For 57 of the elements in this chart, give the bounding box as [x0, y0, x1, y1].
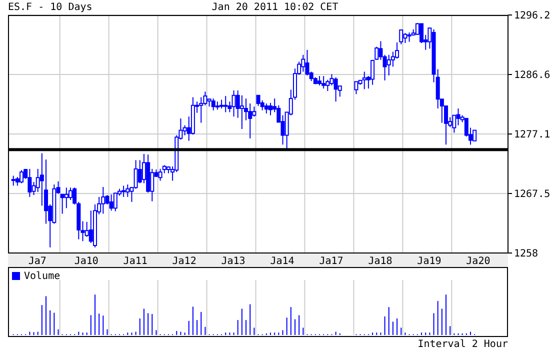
candlestick — [248, 102, 252, 139]
candlestick — [456, 108, 460, 126]
x-tick-label: Ja19 — [417, 256, 442, 268]
candlestick — [305, 49, 310, 76]
x-tick-label: Ja18 — [368, 256, 392, 268]
candlestick — [20, 170, 24, 184]
candlestick — [109, 194, 114, 212]
candlestick — [240, 94, 244, 130]
candlestick — [101, 186, 106, 214]
candlestick — [64, 187, 68, 209]
candlestick — [301, 54, 306, 72]
candlestick — [11, 175, 16, 186]
chart-title: ES.F - 10 Days — [8, 1, 92, 14]
candlestick — [252, 106, 256, 118]
candlestick — [134, 160, 138, 190]
candlestick — [113, 192, 118, 212]
candlestick — [28, 168, 32, 198]
x-tick-label: Ja10 — [74, 256, 98, 268]
candlestick — [264, 102, 268, 114]
candlestick — [256, 94, 260, 106]
candlestick — [84, 221, 89, 238]
candlestick — [268, 102, 272, 116]
candlestick — [122, 185, 126, 198]
y-tick-label: 1286.6 — [514, 70, 550, 82]
x-tick-label: Ja20 — [466, 256, 490, 268]
x-tick-label: Ja17 — [319, 256, 344, 268]
candlestick — [407, 32, 412, 42]
candlestick — [322, 76, 326, 90]
x-tick-label: Ja12 — [172, 256, 196, 268]
candlestick — [452, 114, 456, 134]
y-tick-label: 1267.5 — [514, 189, 550, 200]
candlestick — [158, 168, 162, 182]
x-tick-label: Ja14 — [270, 256, 294, 268]
y-tick-label: 1277.1 — [514, 130, 550, 141]
candlestick — [354, 81, 358, 95]
candlestick — [399, 29, 404, 45]
y-tick-label: 1296.2 — [514, 10, 550, 22]
candlestick — [88, 210, 93, 244]
y-tick-label: 1258 — [514, 248, 538, 260]
candlestick — [224, 95, 228, 113]
chart-subtitle: Jan 20 2011 10:02 CET — [210, 1, 340, 14]
candlestick — [472, 130, 477, 142]
text: Interval 2 Hour — [418, 338, 508, 350]
x-tick-label: Ja7 — [28, 256, 46, 268]
candlestick — [386, 54, 391, 76]
legend-label: Volume — [24, 271, 60, 282]
candlestick — [317, 76, 322, 86]
candlestick — [370, 59, 375, 86]
x-tick-label: Ja13 — [221, 256, 246, 268]
candlestick — [334, 76, 338, 102]
candlestick — [211, 98, 216, 111]
candlestick — [362, 71, 366, 90]
x-tick-label: Ja11 — [123, 256, 148, 268]
candlestick — [182, 124, 187, 136]
candlestick — [60, 194, 64, 214]
candlestick — [232, 90, 236, 118]
candlestick — [403, 32, 408, 44]
